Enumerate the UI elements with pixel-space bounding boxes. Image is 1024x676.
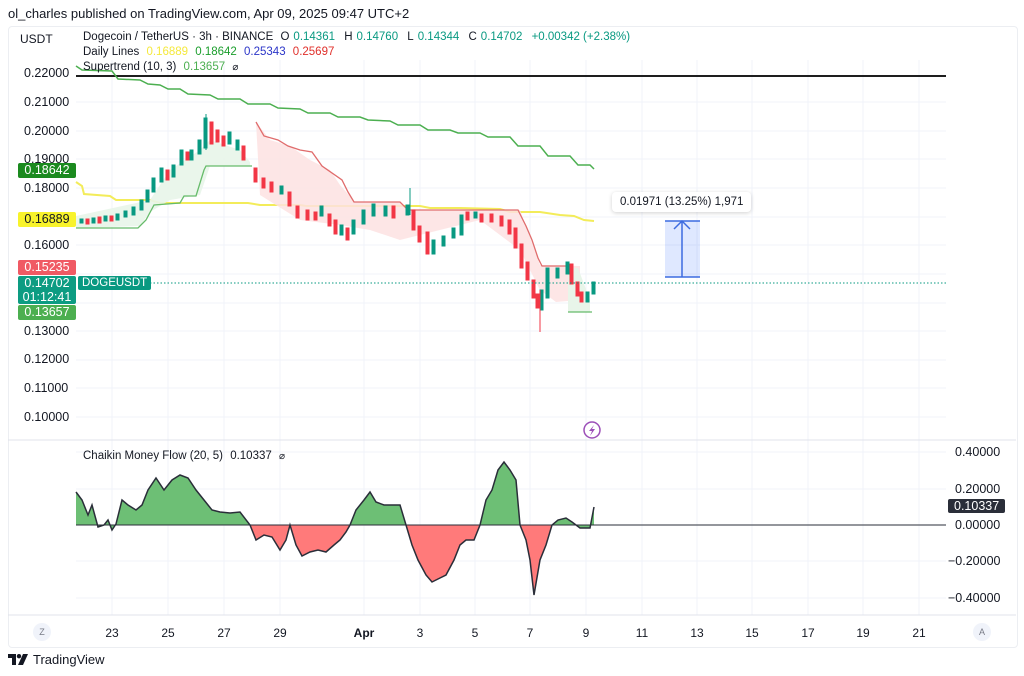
time-tick: 17 [801, 626, 815, 640]
daily-lines-legend[interactable]: Daily Lines 0.16889 0.18642 0.25343 0.25… [83, 46, 338, 58]
supertrend-up-line [76, 165, 252, 229]
cmf-line [75, 460, 595, 596]
last-price-badge: 0.14702 01:12:41 [18, 276, 76, 304]
tradingview-logo[interactable]: TradingView [8, 652, 105, 667]
time-tick: 11 [635, 626, 649, 640]
time-tick: 27 [217, 626, 231, 640]
daily-lines-label: Daily Lines [83, 46, 140, 58]
time-tick: 5 [471, 626, 479, 640]
time-tick: 9 [582, 626, 590, 640]
price-range-measure[interactable] [665, 219, 700, 278]
cmf-tick: −0.40000 [948, 591, 1001, 605]
time-tick-month: Apr [353, 626, 375, 640]
ohlc-values: O 0.14361 H 0.14760 L 0.14344 C 0.14702 +0.0… [280, 31, 634, 43]
supertrend-down-line [255, 121, 572, 267]
supertrend-price-badge: 0.13657 [18, 305, 76, 320]
change-value: +0.00342 (+2.38%) [531, 31, 631, 43]
price-tick: 0.16000 [24, 238, 70, 252]
bar-countdown: 01:12:41 [22, 290, 72, 304]
daily-line-green [75, 65, 595, 170]
symbol-title: Dogecoin / TetherUS · 3h · BINANCE [83, 31, 274, 43]
tradingview-logo-icon [8, 654, 28, 665]
open-value: 0.14361 [293, 31, 335, 43]
red-price-badge: 0.15235 [18, 260, 76, 275]
brand-name: TradingView [33, 652, 105, 667]
daily-line-4: 0.25697 [292, 46, 335, 58]
hidden-values-icon[interactable]: ⌀ [232, 62, 239, 73]
lightning-event-icon[interactable] [583, 421, 601, 439]
cmf-tick: 0.20000 [955, 482, 1001, 496]
cmf-value-badge: 0.10337 [948, 499, 1006, 513]
hidden-values-icon[interactable]: ⌀ [278, 451, 285, 462]
price-tick: 0.11000 [24, 381, 69, 395]
daily-yellow-price-badge: 0.16889 [18, 212, 76, 227]
supertrend-label: Supertrend (10, 3) [83, 61, 177, 73]
chart-frame [8, 26, 1018, 648]
symbol-legend[interactable]: Dogecoin / TetherUS · 3h · BINANCE O 0.14… [83, 31, 638, 43]
cmf-area[interactable] [75, 460, 595, 596]
published-caption: ol_charles published on TradingView.com,… [8, 6, 410, 21]
currency-label[interactable]: USDT [14, 30, 76, 48]
cmf-legend[interactable]: Chaikin Money Flow (20, 5) 0.10337 ⌀ [83, 450, 289, 462]
daily-green-price-badge: 0.18642 [18, 163, 76, 178]
daily-line-2: 0.18642 [195, 46, 237, 58]
last-price-value: 0.14702 [24, 276, 70, 290]
supertrend-value: 0.13657 [183, 61, 226, 73]
cmf-tick: −0.20000 [948, 554, 1001, 568]
time-tick: 13 [690, 626, 704, 640]
open-label: O [280, 31, 290, 43]
auto-scale-button[interactable]: A [973, 623, 991, 641]
close-label: C [468, 31, 477, 43]
time-tick: 21 [912, 626, 926, 640]
high-label: H [344, 31, 353, 43]
price-tick: 0.19000 [24, 152, 70, 166]
high-value: 0.14760 [356, 31, 399, 43]
price-tick: 0.22000 [24, 66, 70, 80]
symbol-tag: DOGEUSDT [78, 276, 152, 290]
daily-line-3: 0.25343 [244, 46, 286, 58]
cmf-label: Chaikin Money Flow (20, 5) [83, 450, 223, 462]
low-value: 0.14344 [417, 31, 460, 43]
price-tick: 0.20000 [24, 124, 70, 138]
daily-line-1: 0.16889 [146, 46, 189, 58]
supertrend-legend[interactable]: Supertrend (10, 3) 0.13657 ⌀ [83, 61, 242, 73]
price-tick: 0.12000 [24, 352, 70, 366]
price-tick: 0.13000 [24, 324, 70, 338]
time-tick: 7 [526, 626, 534, 640]
cmf-value: 0.10337 [230, 450, 272, 462]
timezone-button[interactable]: Z [33, 623, 51, 641]
time-tick: 25 [161, 626, 175, 640]
close-value: 0.14702 [480, 31, 523, 43]
time-tick: 23 [105, 626, 119, 640]
supertrend-up-fill [76, 140, 250, 228]
low-label: L [407, 31, 414, 43]
price-tick: 0.21000 [24, 95, 70, 109]
cmf-tick: 0.00000 [955, 518, 1001, 532]
supertrend-down-fill [256, 122, 580, 302]
cmf-tick: 0.40000 [955, 445, 1001, 459]
measure-tooltip: 0.01971 (13.25%) 1,971 [612, 192, 752, 212]
candlesticks[interactable] [79, 114, 596, 332]
time-tick: 29 [273, 626, 287, 640]
price-tick: 0.18000 [24, 181, 70, 195]
time-tick: 15 [745, 626, 759, 640]
price-tick: 0.10000 [24, 410, 70, 424]
time-tick: 19 [856, 626, 870, 640]
time-tick: 3 [416, 626, 424, 640]
